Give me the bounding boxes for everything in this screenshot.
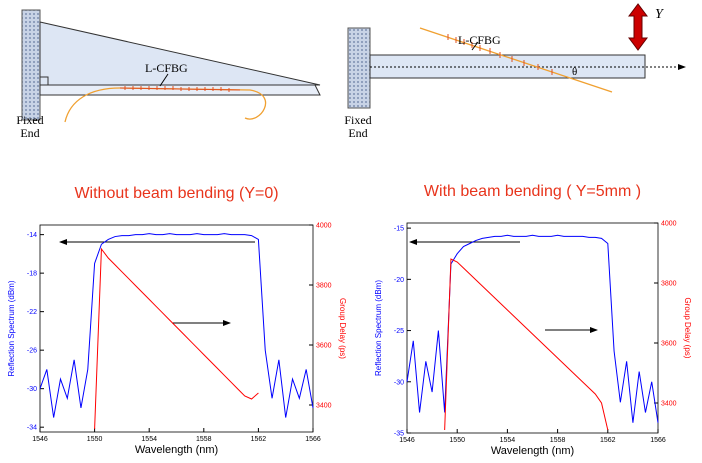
beam — [39, 84, 321, 96]
beam-taper — [39, 21, 321, 86]
y2-tick-label: 3400 — [316, 403, 332, 410]
plot-frame — [39, 224, 314, 433]
grating-ticks — [447, 34, 553, 75]
y-axis-label: Reflection Spectrum (dBm) — [374, 280, 383, 376]
fixed-wall — [347, 27, 371, 109]
x-tick-label: 1562 — [251, 436, 267, 443]
chart-title: Without beam bending (Y=0) — [74, 185, 278, 202]
angle-label: θ — [572, 66, 577, 78]
y-tick-label: -18 — [27, 271, 37, 278]
y2-tick-label: 4000 — [316, 223, 332, 230]
right-angle — [39, 76, 49, 86]
fiber — [64, 87, 267, 123]
right-diagram: Y L-CFBG θ Fixed End — [344, 3, 686, 140]
series-line — [94, 247, 259, 430]
x-tick-label: 1562 — [600, 437, 616, 444]
x-tick-label: 1558 — [550, 437, 566, 444]
fixed-wall — [21, 9, 41, 121]
y2-axis-label: Group Delay (ps) — [683, 298, 692, 359]
series-line — [39, 233, 314, 418]
y2-axis-label: Group Delay (ps) — [338, 298, 347, 359]
y-tick-label: -30 — [27, 386, 37, 393]
x-tick-label: 1550 — [449, 437, 465, 444]
y2-tick-label: 3600 — [661, 341, 677, 348]
y-tick-label: -30 — [394, 379, 404, 386]
grating — [119, 87, 241, 91]
x-axis-label: Wavelength (nm) — [135, 444, 218, 456]
displacement-arrow — [628, 3, 648, 51]
x-tick-label: 1554 — [141, 436, 157, 443]
x-tick-label: 1566 — [305, 436, 321, 443]
plot-frame — [406, 222, 659, 434]
y2-tick-label: 4000 — [661, 221, 677, 228]
x-tick-label: 1546 — [32, 436, 48, 443]
fixed-label: End — [20, 126, 39, 140]
y-tick-label: -15 — [394, 226, 404, 233]
left-diagram: L-CFBG Fixed End — [16, 9, 321, 140]
fixed-label: Fixed — [344, 113, 371, 127]
y-tick-label: -25 — [394, 328, 404, 335]
x-tick-label: 1558 — [196, 436, 212, 443]
series-line — [406, 234, 659, 423]
fixed-label: Fixed — [16, 113, 43, 127]
y-tick-label: -14 — [27, 232, 37, 239]
grating-label: L-CFBG — [458, 33, 501, 47]
label-pointer — [471, 41, 479, 51]
grating-label: L-CFBG — [145, 61, 188, 75]
y-tick-label: -34 — [27, 425, 37, 432]
y-tick-label: -35 — [394, 431, 404, 438]
fixed-label: End — [348, 126, 367, 140]
y-tick-label: -20 — [394, 277, 404, 284]
fiber — [419, 27, 613, 93]
x-axis-label: Wavelength (nm) — [491, 445, 574, 457]
chart-title: With beam bending ( Y=5mm ) — [424, 183, 641, 200]
x-tick-label: 1546 — [399, 437, 415, 444]
x-tick-label: 1550 — [87, 436, 103, 443]
y-tick-label: -26 — [27, 348, 37, 355]
x-tick-label: 1554 — [500, 437, 516, 444]
y-axis-label: Reflection Spectrum (dBm) — [7, 280, 16, 376]
y2-tick-label: 3800 — [316, 283, 332, 290]
displacement-label: Y — [655, 7, 665, 22]
y2-tick-label: 3800 — [661, 281, 677, 288]
y-tick-label: -22 — [27, 309, 37, 316]
label-pointer — [159, 73, 169, 87]
y2-tick-label: 3600 — [316, 343, 332, 350]
y2-tick-label: 3400 — [661, 401, 677, 408]
series-line — [444, 258, 609, 431]
grating-ticks — [124, 86, 230, 92]
x-tick-label: 1566 — [650, 437, 666, 444]
